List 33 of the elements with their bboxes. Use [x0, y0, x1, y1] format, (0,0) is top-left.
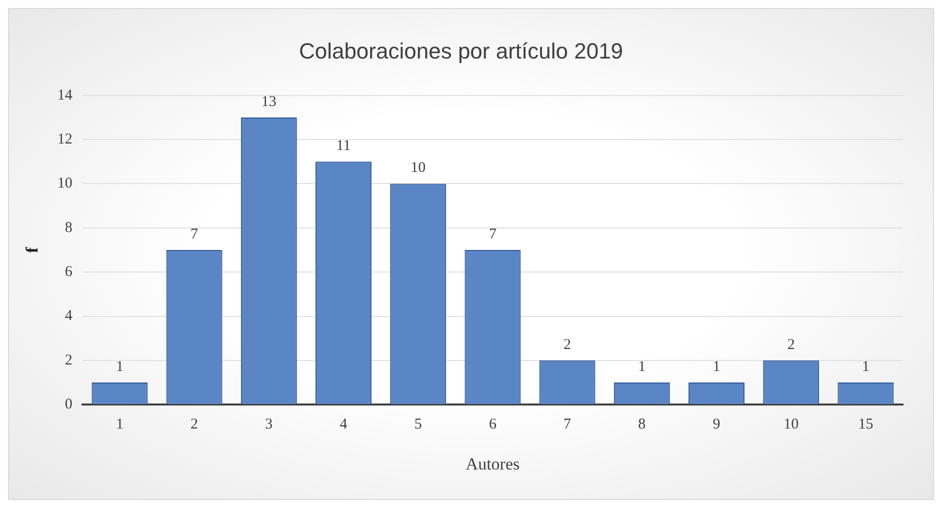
y-tick-label: 10: [57, 176, 72, 192]
data-label: 1: [638, 358, 646, 375]
data-label: 2: [787, 336, 795, 353]
x-axis-title: Autores: [466, 454, 520, 474]
x-tick-label: 10: [784, 416, 799, 433]
y-tick-label: 6: [64, 264, 73, 280]
data-label: 1: [862, 358, 870, 375]
x-tick-label: 15: [858, 416, 874, 433]
data-label: 1: [116, 358, 124, 375]
y-tick-label: 14: [57, 87, 73, 104]
x-tick-label: 6: [488, 416, 497, 433]
y-tick-label: 12: [57, 132, 72, 148]
data-label: 7: [488, 226, 497, 242]
chart-title: Colaboraciones por artículo 2019: [298, 38, 624, 64]
data-label: 10: [410, 160, 426, 176]
x-tick-label: 4: [340, 416, 348, 433]
data-label: 11: [336, 138, 351, 154]
x-tick-label: 5: [414, 416, 422, 433]
x-tick-label: 8: [638, 416, 646, 433]
data-label: 1: [712, 358, 720, 375]
y-tick-label: 0: [64, 396, 72, 413]
y-axis-title: f: [22, 246, 42, 253]
y-tick-label: 8: [64, 220, 72, 236]
data-label: 13: [261, 94, 276, 110]
x-tick-label: 2: [190, 416, 198, 433]
x-tick-label: 9: [712, 416, 720, 433]
x-tick-label: 1: [116, 416, 124, 433]
x-tick-label: 3: [265, 416, 273, 433]
y-tick-label: 2: [64, 352, 72, 368]
data-label: 2: [564, 336, 572, 353]
data-label: 7: [190, 226, 199, 242]
y-tick-label: 4: [64, 308, 73, 324]
x-tick-label: 7: [564, 416, 572, 433]
